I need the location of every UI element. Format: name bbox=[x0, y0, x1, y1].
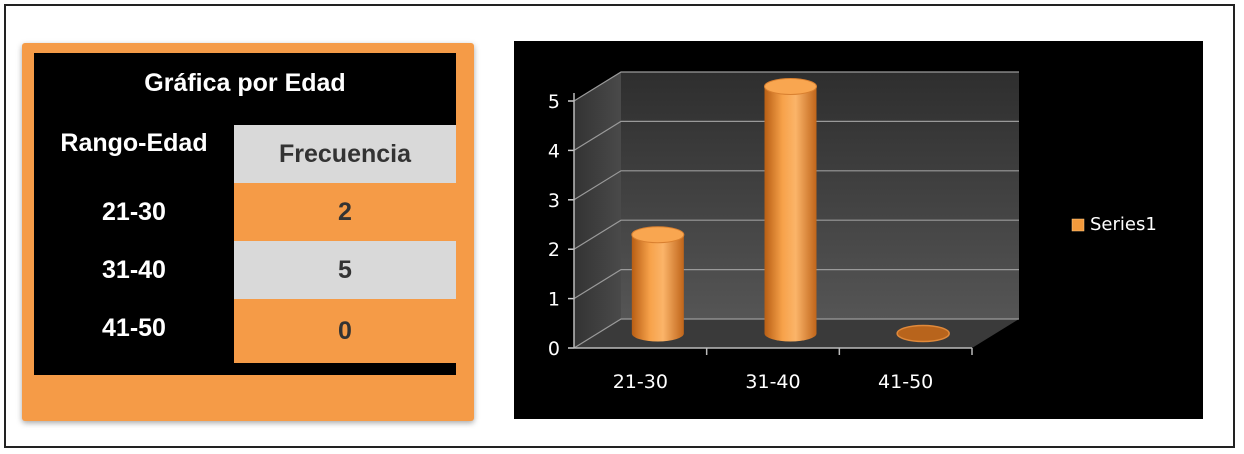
row-2-frequency: 5 bbox=[234, 241, 456, 299]
side-wall bbox=[574, 72, 621, 348]
gridline bbox=[573, 170, 1019, 201]
header-frecuencia: Frecuencia bbox=[234, 125, 456, 183]
header-rango-edad: Rango-Edad bbox=[60, 128, 208, 157]
bar-41-50 bbox=[896, 324, 950, 343]
bar-top bbox=[631, 226, 685, 244]
legend-label: Series1 bbox=[1090, 214, 1157, 235]
table-title: Gráfica por Edad bbox=[144, 68, 346, 97]
y-tick-label: 3 bbox=[548, 190, 560, 212]
back-wall bbox=[621, 72, 1019, 319]
frequency-table-card: Gráfica por Edad Rango-Edad Frecuencia 2… bbox=[22, 43, 474, 421]
row-3-range: 41-50 bbox=[102, 313, 166, 342]
row-1-frequency: 2 bbox=[234, 183, 456, 241]
gridline bbox=[573, 71, 1019, 102]
chart-panel: 0 1 2 3 4 5 21-30 31-40 41-50 Series1 bbox=[514, 41, 1203, 419]
gridline bbox=[573, 269, 1019, 300]
y-tick-label: 2 bbox=[548, 239, 560, 261]
y-tick-label: 0 bbox=[548, 338, 560, 360]
row-2-range: 31-40 bbox=[102, 255, 166, 284]
y-tick-label: 5 bbox=[548, 91, 560, 113]
x-tick-label: 41-50 bbox=[878, 371, 933, 393]
bar-chart: 0 1 2 3 4 5 21-30 31-40 41-50 Series1 bbox=[548, 71, 1157, 393]
bar-top bbox=[764, 78, 817, 95]
y-tick-label: 4 bbox=[548, 140, 560, 162]
gridline bbox=[573, 318, 1019, 349]
row-1-range: 21-30 bbox=[102, 197, 166, 226]
frequency-table: Gráfica por Edad Rango-Edad Frecuencia 2… bbox=[34, 53, 456, 375]
y-tick-label: 1 bbox=[548, 289, 560, 311]
gridline bbox=[573, 120, 1019, 151]
legend-swatch bbox=[1071, 218, 1085, 232]
bar-body bbox=[764, 86, 817, 342]
gridline bbox=[573, 219, 1019, 250]
bar-21-30 bbox=[631, 226, 685, 342]
bar-31-40 bbox=[764, 78, 817, 342]
x-tick-label: 31-40 bbox=[745, 371, 800, 393]
bar-body bbox=[631, 234, 684, 342]
row-3-frequency: 0 bbox=[234, 299, 456, 363]
bar-top bbox=[896, 324, 950, 343]
outer-frame bbox=[4, 4, 1235, 448]
x-tick-label: 21-30 bbox=[613, 371, 668, 393]
